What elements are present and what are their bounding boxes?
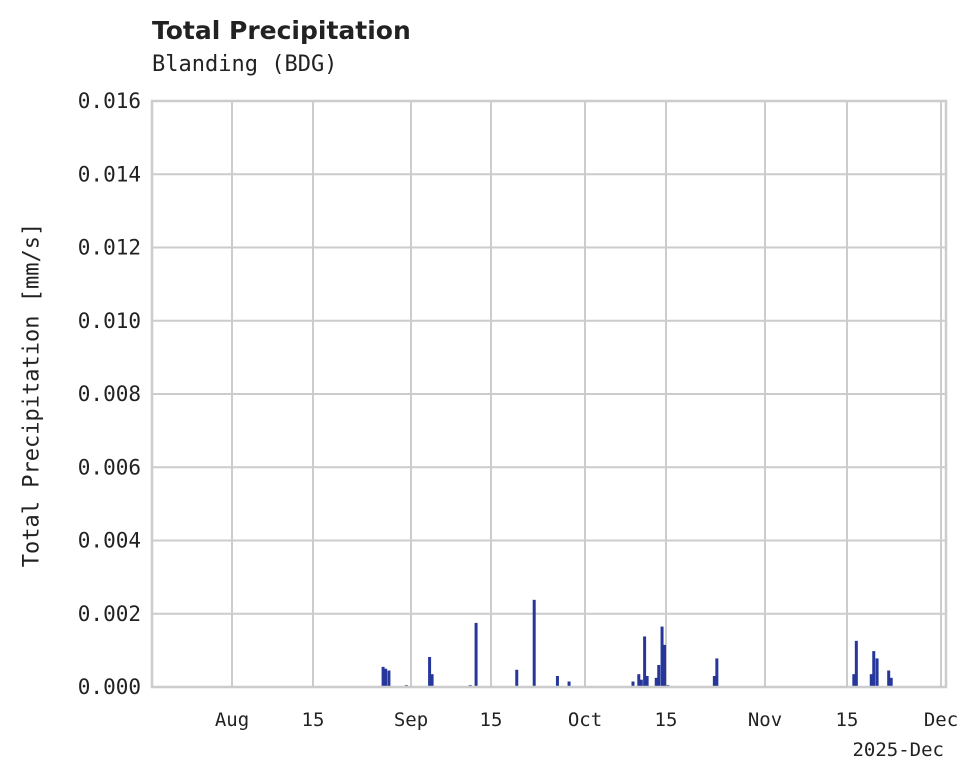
precip-bar: [645, 676, 649, 687]
precip-bar: [875, 658, 879, 687]
precip-bar: [872, 651, 876, 687]
x-tick-label: Sep: [394, 709, 428, 731]
y-tick-label: 0.006: [78, 455, 141, 479]
precip-bar: [428, 656, 432, 687]
precip-bar: [715, 658, 719, 687]
precip-bar: [654, 677, 658, 687]
y-tick-label: 0.016: [78, 89, 141, 113]
precip-bar: [660, 626, 664, 687]
precip-bar: [887, 670, 891, 687]
y-tick-label: 0.014: [78, 162, 141, 186]
precip-bar: [515, 669, 519, 687]
precip-bar: [869, 674, 873, 687]
precip-bar: [555, 676, 559, 687]
chart-subtitle: Blanding (BDG): [152, 52, 338, 77]
precip-bar: [532, 599, 536, 687]
x-tick-label: Oct: [568, 709, 602, 731]
x-tick-label: 15: [302, 709, 325, 731]
x-tick-labels: Aug 15 Sep 15 Oct 15 Nov 15 Dec: [215, 709, 958, 731]
precip-bar: [889, 677, 893, 687]
x-offset-label: 2025-Dec: [852, 739, 944, 761]
precip-bar: [387, 670, 391, 687]
x-tick-label: Dec: [924, 709, 958, 731]
gridlines: [152, 100, 946, 688]
precip-bar: [384, 668, 388, 687]
y-tick-label: 0.004: [78, 529, 141, 553]
plot-frame: [150, 99, 948, 689]
precip-bar: [712, 676, 716, 687]
x-tick-label: Aug: [215, 709, 249, 731]
y-tick-label: 0.000: [78, 675, 141, 699]
x-tick-label: 15: [480, 709, 503, 731]
precip-bar: [657, 665, 661, 687]
bars: [381, 599, 893, 687]
y-tick-label: 0.010: [78, 309, 141, 333]
precip-bar: [639, 679, 643, 687]
precip-bar: [631, 681, 635, 687]
y-tick-labels: 0.000 0.002 0.004 0.006 0.008 0.010 0.012 0.014…: [78, 89, 141, 699]
precip-bar: [663, 644, 667, 687]
x-tick-label: 15: [836, 709, 859, 731]
y-tick-label: 0.012: [78, 236, 141, 260]
precip-bar: [474, 622, 478, 687]
precip-bar: [852, 674, 856, 687]
y-tick-label: 0.002: [78, 602, 141, 626]
precip-bar: [637, 674, 641, 687]
y-tick-label: 0.008: [78, 382, 141, 406]
precip-bar: [854, 640, 858, 687]
precip-bar: [567, 681, 571, 687]
precip-bar: [381, 666, 385, 687]
x-tick-label: Nov: [748, 709, 782, 731]
chart-title: Total Precipitation: [152, 16, 411, 45]
precip-bar: [643, 636, 647, 687]
precip-bar: [430, 674, 434, 687]
x-tick-label: 15: [655, 709, 678, 731]
